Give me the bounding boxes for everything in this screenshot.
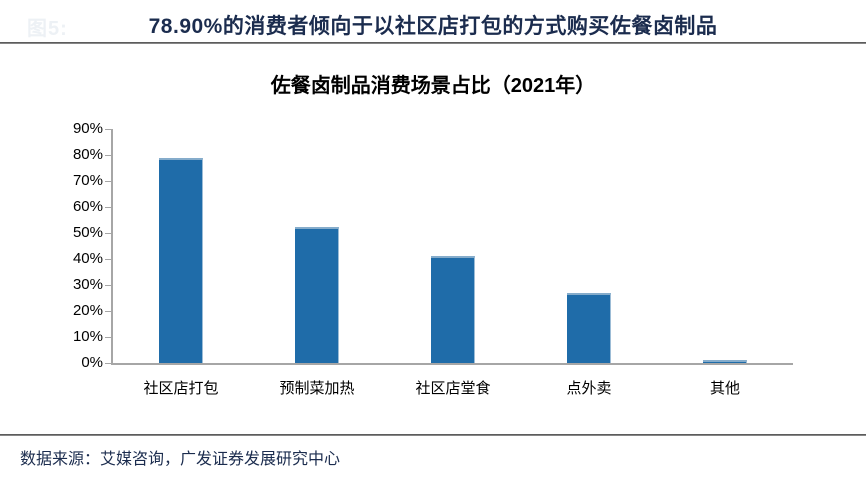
- x-axis-category-label: 点外卖: [566, 380, 612, 397]
- y-axis-tick: [105, 154, 113, 156]
- data-source-note: 数据来源：艾媒咨询，广发证券发展研究中心: [20, 451, 341, 468]
- bar-3: [431, 256, 475, 363]
- footer-divider-line: [0, 434, 866, 436]
- y-axis-tick: [105, 258, 113, 260]
- y-axis-tick: [105, 336, 113, 338]
- x-axis-category-label: 预制菜加热: [279, 380, 355, 397]
- bar-1: [159, 158, 203, 363]
- y-axis-tick: [105, 206, 113, 208]
- y-axis-tick-label: 90%: [72, 120, 103, 137]
- y-axis-tick: [105, 232, 113, 234]
- bar-4: [567, 293, 611, 363]
- y-axis-tick-label: 50%: [72, 224, 103, 241]
- y-axis-tick-label: 0%: [81, 354, 103, 371]
- bar-2: [295, 227, 339, 363]
- bar-5: [703, 360, 747, 363]
- x-axis-category-label: 其他: [709, 380, 740, 397]
- y-axis-tick: [105, 180, 113, 182]
- x-axis-category-label: 社区店堂食: [415, 380, 491, 397]
- bar-chart-plot-area: 0% 10% 20% 30% 40% 50% 60% 70% 80% 90% 社区店打包 预制菜加热 社…: [73, 121, 793, 397]
- chart-title: 佐餐卤制品消费场景占比（2021年）: [270, 75, 596, 97]
- report-title: 78.90%的消费者倾向于以社区店打包的方式购买佐餐卤制品: [148, 15, 718, 38]
- y-axis-tick: [105, 362, 113, 364]
- y-axis-tick-label: 40%: [72, 250, 103, 267]
- y-axis-tick-label: 80%: [72, 146, 103, 163]
- y-axis-tick-label: 70%: [72, 172, 103, 189]
- y-axis-tick-label: 10%: [72, 328, 103, 345]
- y-axis-tick: [105, 310, 113, 312]
- y-axis-tick: [105, 128, 113, 130]
- y-axis-tick-label: 60%: [72, 198, 103, 215]
- figure-number-ghost-label: 图5:: [27, 18, 68, 40]
- y-axis-tick: [105, 284, 113, 286]
- y-axis-tick-label: 20%: [72, 302, 103, 319]
- x-axis-category-label: 社区店打包: [143, 380, 219, 397]
- y-axis-tick-label: 30%: [72, 276, 103, 293]
- title-divider-line: [0, 42, 866, 44]
